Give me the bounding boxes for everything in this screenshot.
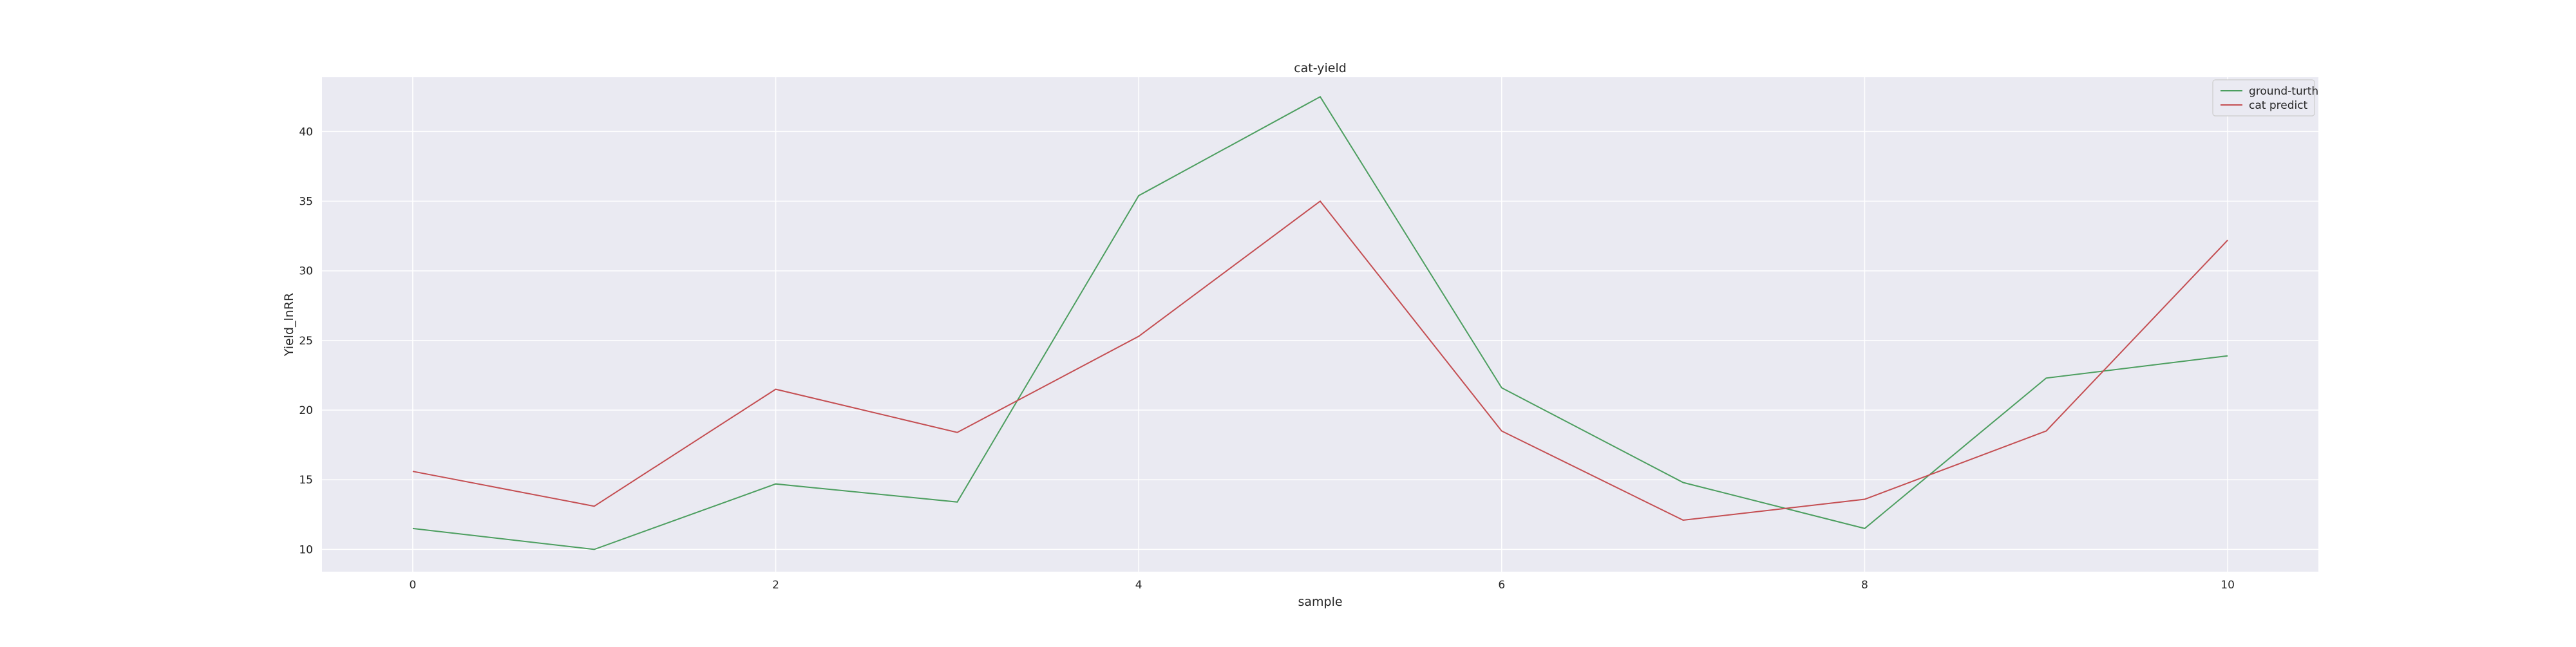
grid-lines: [322, 77, 2318, 572]
x-tick-label: 0: [409, 579, 416, 592]
legend-box: [2212, 79, 2315, 117]
x-tick-label: 6: [1498, 579, 1505, 592]
x-tick-label: 10: [2221, 579, 2235, 592]
chart-title: cat-yield: [1294, 61, 1347, 75]
x-tick-label: 8: [1861, 579, 1868, 592]
legend-label-cat-predict: cat predict: [2249, 99, 2308, 112]
legend-label-ground-turth: ground-turth: [2249, 85, 2318, 98]
y-tick-label: 25: [299, 335, 313, 348]
legend: ground-turth cat predict: [2212, 79, 2318, 117]
y-tick-label: 20: [299, 404, 313, 417]
series-line-ground-turth: [412, 95, 2228, 550]
x-axis-label: sample: [1298, 595, 1342, 609]
y-axis-label: Yield_lnRR: [282, 293, 296, 357]
tick-labels: 0 2 4 6 8 10 10 15 20 25 30 35 40: [299, 126, 2235, 592]
y-tick-label: 15: [299, 474, 313, 487]
y-tick-label: 40: [299, 126, 313, 138]
plot-area: [322, 77, 2318, 572]
series-lines: [412, 95, 2228, 550]
x-tick-label: 4: [1135, 579, 1142, 592]
y-tick-label: 35: [299, 196, 313, 209]
series-line-cat-predict: [412, 200, 2228, 521]
y-tick-label: 30: [299, 265, 313, 278]
x-tick-label: 2: [772, 579, 779, 592]
y-tick-label: 10: [299, 543, 313, 556]
